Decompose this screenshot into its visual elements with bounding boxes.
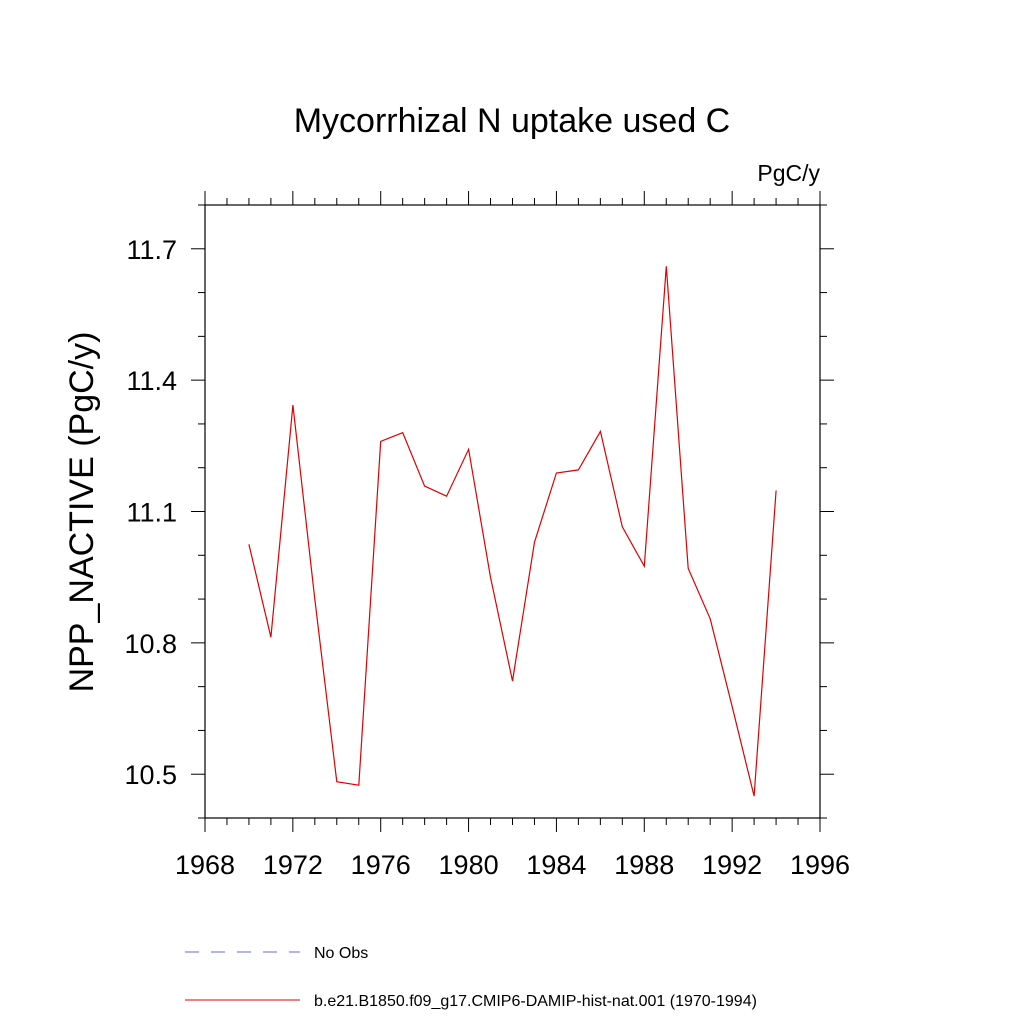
x-tick-label: 1968 [175, 850, 235, 880]
y-tick-label: 11.1 [126, 498, 177, 528]
units-label: PgC/y [757, 160, 820, 186]
x-tick-label: 1996 [790, 850, 850, 880]
y-tick-label: 11.7 [126, 235, 177, 265]
axis-ticks [191, 191, 834, 832]
series-layer [248, 266, 777, 797]
x-tick-label: 1984 [526, 850, 586, 880]
plot-frame-group [204, 204, 821, 819]
chart-title: Mycorrhizal N uptake used C [294, 102, 731, 140]
x-tick-label: 1980 [439, 850, 499, 880]
x-tick-label: 1988 [614, 850, 674, 880]
y-tick-label: 10.5 [124, 760, 177, 790]
axis-tick-labels: 1968 1972 1976 1980 1984 1988 1992 1996 10.5 10.8… [124, 235, 850, 880]
legend-label: No Obs [314, 945, 368, 962]
x-tick-label: 1976 [351, 850, 411, 880]
x-tick-label: 1972 [263, 850, 323, 880]
y-axis-label: NPP_NACTIVE (PgC/y) [63, 332, 101, 693]
x-tick-label: 1992 [702, 850, 762, 880]
series-line [248, 266, 777, 797]
plot-frame [204, 204, 821, 819]
legend: No Obs b.e21.B1850.f09_g17.CMIP6-DAMIP-hi… [185, 945, 757, 1010]
y-tick-label: 11.4 [126, 366, 177, 396]
legend-label: b.e21.B1850.f09_g17.CMIP6-DAMIP-hist-nat… [314, 993, 757, 1010]
y-tick-label: 10.8 [124, 629, 177, 659]
